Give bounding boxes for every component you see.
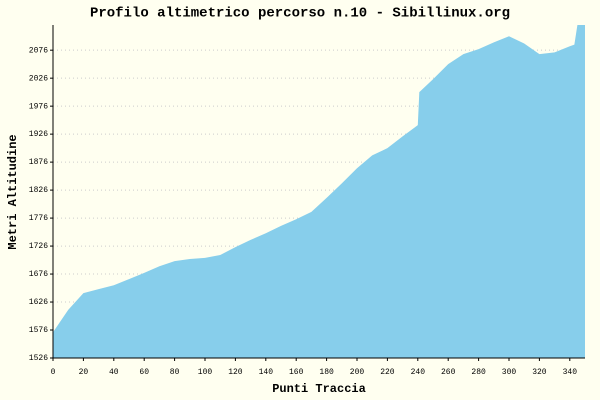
- y-tick-label: 1726: [29, 242, 48, 251]
- y-tick-label: 1626: [29, 298, 48, 307]
- x-tick-label: 300: [502, 368, 517, 377]
- x-axis-label: Punti Traccia: [272, 382, 366, 396]
- y-tick-label: 2076: [29, 46, 48, 55]
- x-tick-label: 20: [79, 368, 89, 377]
- y-tick-label: 1826: [29, 186, 48, 195]
- x-tick-label: 320: [532, 368, 547, 377]
- y-axis-label: Metri Altitudine: [6, 134, 20, 249]
- x-tick-label: 200: [350, 368, 365, 377]
- y-tick-label: 1676: [29, 270, 48, 279]
- x-tick-label: 180: [319, 368, 334, 377]
- area: [53, 25, 585, 358]
- x-tick-label: 260: [441, 368, 456, 377]
- y-tick-label: 1526: [29, 354, 48, 363]
- chart-title: Profilo altimetrico percorso n.10 - Sibi…: [90, 6, 510, 22]
- y-tick-label: 1926: [29, 130, 48, 139]
- y-tick-label: 1776: [29, 214, 48, 223]
- x-tick-label: 160: [289, 368, 304, 377]
- x-tick-label: 40: [109, 368, 119, 377]
- x-tick-label: 220: [380, 368, 395, 377]
- x-tick-label: 240: [411, 368, 426, 377]
- x-tick-label: 60: [139, 368, 149, 377]
- y-tick-label: 2026: [29, 74, 48, 83]
- x-tick-label: 280: [471, 368, 486, 377]
- y-tick-label: 1976: [29, 102, 48, 111]
- x-tick-label: 80: [170, 368, 180, 377]
- x-tick-label: 0: [51, 368, 56, 377]
- y-tick-label: 1876: [29, 158, 48, 167]
- x-tick-label: 340: [563, 368, 578, 377]
- x-tick-label: 140: [259, 368, 274, 377]
- x-tick-label: 100: [198, 368, 213, 377]
- x-tick-label: 120: [228, 368, 243, 377]
- y-tick-label: 1576: [29, 326, 48, 335]
